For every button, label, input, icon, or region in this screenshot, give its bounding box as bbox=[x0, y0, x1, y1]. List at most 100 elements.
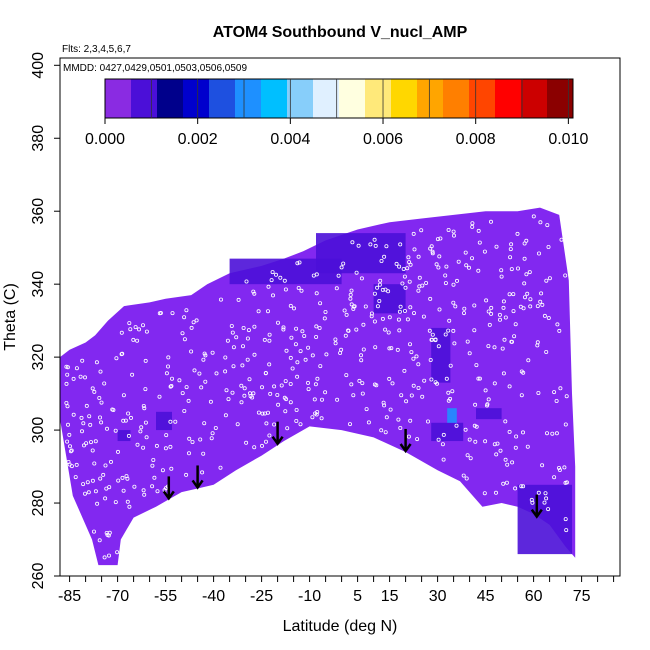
observation-point bbox=[462, 306, 467, 311]
observation-point bbox=[511, 309, 516, 314]
observation-point bbox=[404, 399, 409, 404]
observation-point bbox=[461, 473, 466, 478]
observation-point bbox=[336, 273, 341, 278]
observation-point bbox=[109, 459, 114, 464]
observation-point bbox=[450, 389, 455, 394]
observation-point bbox=[270, 270, 275, 275]
observation-point bbox=[411, 383, 416, 388]
observation-point bbox=[416, 385, 421, 390]
observation-point bbox=[384, 415, 389, 420]
observation-point bbox=[186, 398, 191, 403]
observation-point bbox=[293, 342, 298, 347]
colorbar-segment bbox=[131, 79, 158, 118]
field-area bbox=[60, 207, 576, 566]
observation-point bbox=[74, 462, 79, 467]
observation-point bbox=[94, 360, 99, 365]
observation-point bbox=[200, 470, 205, 475]
observation-point bbox=[79, 415, 84, 420]
observation-point bbox=[317, 325, 322, 330]
y-tick-label: 340 bbox=[30, 271, 47, 298]
observation-point bbox=[537, 251, 542, 256]
observation-point bbox=[407, 279, 412, 284]
observation-point bbox=[74, 366, 79, 371]
observation-point bbox=[155, 489, 160, 494]
observation-point bbox=[69, 464, 74, 469]
tropopause-arrow bbox=[271, 421, 284, 446]
observation-point bbox=[507, 384, 512, 389]
observation-point bbox=[525, 291, 530, 296]
observation-point bbox=[143, 358, 148, 363]
observation-point bbox=[121, 418, 126, 423]
observation-point bbox=[133, 325, 138, 330]
observation-point bbox=[437, 254, 442, 259]
observation-point bbox=[429, 377, 434, 382]
observation-point bbox=[138, 429, 143, 434]
observation-point bbox=[486, 397, 491, 402]
observation-point bbox=[472, 423, 477, 428]
observation-point bbox=[403, 285, 408, 290]
observation-point bbox=[544, 349, 549, 354]
observation-point bbox=[247, 377, 252, 382]
observation-point bbox=[411, 311, 416, 316]
observation-point bbox=[387, 315, 392, 320]
observation-point bbox=[563, 422, 568, 427]
observation-point bbox=[451, 300, 456, 305]
observation-point bbox=[84, 403, 89, 408]
y-axis-label: Theta (C) bbox=[2, 283, 19, 351]
x-axis-label: Latitude (deg N) bbox=[283, 618, 398, 635]
observation-point bbox=[80, 429, 85, 434]
observation-point bbox=[444, 264, 449, 269]
observation-point bbox=[409, 350, 414, 355]
observation-point bbox=[538, 299, 543, 304]
observation-point bbox=[69, 448, 74, 453]
observation-point bbox=[71, 376, 76, 381]
observation-point bbox=[344, 373, 349, 378]
observation-point bbox=[339, 265, 344, 270]
observation-point bbox=[152, 475, 157, 480]
observation-point bbox=[154, 443, 159, 448]
observation-point bbox=[347, 422, 352, 427]
observation-point bbox=[310, 415, 315, 420]
observation-point bbox=[411, 231, 416, 236]
observation-point bbox=[259, 443, 264, 448]
observation-point bbox=[354, 327, 359, 332]
observation-point bbox=[373, 345, 378, 350]
observation-point bbox=[136, 327, 141, 332]
tropopause-arrow bbox=[191, 465, 204, 490]
observation-point bbox=[443, 273, 448, 278]
observation-point bbox=[150, 484, 155, 489]
observation-point bbox=[240, 363, 245, 368]
y-axis: 260 280 300 320 340 360 380 400 bbox=[30, 52, 60, 589]
observation-point bbox=[93, 489, 98, 494]
observation-point bbox=[315, 376, 320, 381]
observation-point bbox=[470, 224, 475, 229]
observation-point bbox=[440, 442, 445, 447]
observation-point bbox=[263, 439, 268, 444]
observation-point bbox=[322, 316, 327, 321]
x-tick-label: 60 bbox=[525, 588, 543, 605]
observation-point bbox=[180, 331, 185, 336]
observation-point bbox=[424, 280, 429, 285]
observation-point bbox=[78, 374, 83, 379]
observation-point bbox=[123, 418, 128, 423]
observation-point bbox=[504, 480, 509, 485]
observation-point bbox=[298, 349, 303, 354]
observation-point bbox=[501, 299, 506, 304]
observation-point bbox=[64, 400, 69, 405]
observation-point bbox=[564, 394, 569, 399]
observation-point bbox=[87, 414, 92, 419]
observation-point bbox=[275, 392, 280, 397]
observation-point bbox=[143, 387, 148, 392]
observation-point bbox=[546, 507, 551, 512]
observation-point bbox=[186, 451, 191, 456]
observation-point bbox=[199, 385, 204, 390]
observation-point bbox=[507, 292, 512, 297]
observation-point bbox=[344, 312, 349, 317]
observation-point bbox=[121, 393, 126, 398]
observation-point bbox=[436, 437, 441, 442]
observation-point bbox=[483, 439, 488, 444]
observation-point bbox=[512, 334, 517, 339]
x-tick-label: -55 bbox=[154, 588, 177, 605]
observation-point bbox=[150, 463, 155, 468]
observation-point bbox=[119, 330, 124, 335]
